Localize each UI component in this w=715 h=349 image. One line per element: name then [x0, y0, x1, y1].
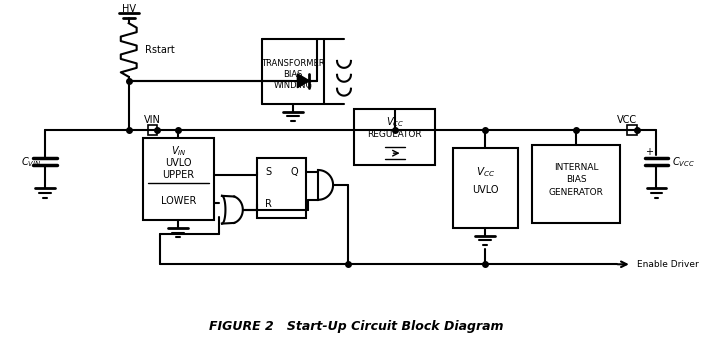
- Text: FIGURE 2   Start-Up Circuit Block Diagram: FIGURE 2 Start-Up Circuit Block Diagram: [209, 320, 503, 333]
- Text: $V_{IN}$: $V_{IN}$: [171, 144, 186, 158]
- Text: $C_{VIN}$: $C_{VIN}$: [21, 155, 41, 169]
- Text: LOWER: LOWER: [161, 196, 196, 206]
- Text: BIAS: BIAS: [566, 176, 586, 185]
- Text: $C_{VCC}$: $C_{VCC}$: [672, 155, 695, 169]
- Bar: [533, 145, 620, 223]
- Text: HV: HV: [122, 4, 136, 14]
- Bar: [257, 158, 306, 218]
- Text: GENERATOR: GENERATOR: [548, 188, 603, 197]
- Bar: [354, 109, 435, 165]
- Text: R: R: [265, 199, 272, 209]
- Text: Q: Q: [290, 167, 298, 177]
- Text: WINDING: WINDING: [273, 81, 312, 90]
- Text: UVLO: UVLO: [472, 185, 498, 195]
- Text: $V_{CC}$: $V_{CC}$: [475, 165, 495, 179]
- Bar: [453, 148, 518, 228]
- Text: Rstart: Rstart: [144, 45, 174, 55]
- Text: VIN: VIN: [144, 116, 161, 125]
- Text: S: S: [265, 167, 272, 177]
- Polygon shape: [297, 74, 310, 88]
- Text: UVLO: UVLO: [165, 158, 192, 168]
- Bar: [142, 138, 214, 220]
- Text: BIAS: BIAS: [283, 70, 302, 79]
- Bar: [627, 125, 636, 135]
- Text: VCC: VCC: [616, 116, 637, 125]
- Text: INTERNAL: INTERNAL: [554, 163, 598, 172]
- Bar: [147, 125, 157, 135]
- Text: UPPER: UPPER: [162, 170, 194, 180]
- Text: $V_{CC}$: $V_{CC}$: [385, 116, 404, 129]
- Text: TRANSFORMER: TRANSFORMER: [261, 59, 325, 68]
- Text: REGULATOR: REGULATOR: [368, 130, 422, 139]
- Text: +: +: [644, 147, 653, 157]
- Text: Enable Driver: Enable Driver: [636, 260, 699, 269]
